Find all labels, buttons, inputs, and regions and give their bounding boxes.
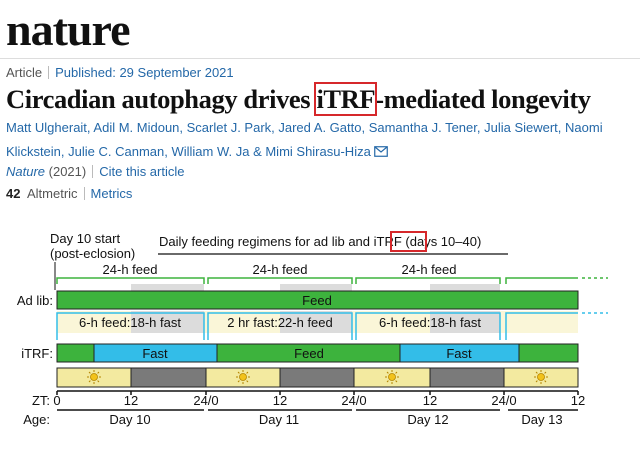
- itrf-feed-segment-3: [518, 343, 579, 363]
- fig-regimen-before: Daily feeding regimens for ad lib and: [159, 234, 374, 249]
- zt-tick-label: 12: [571, 393, 585, 408]
- altmetric-label[interactable]: Altmetric: [26, 186, 78, 201]
- published-date: Published: 29 September 2021: [55, 65, 234, 80]
- altmetric-count[interactable]: 42: [6, 186, 21, 201]
- sun-icon: [236, 370, 250, 384]
- regimen-6-18-label-1: 6-h feed:18-h fast: [79, 315, 181, 330]
- zt-axis-ticks: [56, 391, 579, 395]
- nature-logo[interactable]: nature: [6, 4, 130, 55]
- cream-band-3: [352, 311, 430, 333]
- zt-axis-label: ZT:: [32, 393, 50, 408]
- feed-24h-label-3: 24-h feed: [402, 262, 457, 277]
- metrics-link[interactable]: Metrics: [90, 186, 133, 201]
- header-divider: [0, 58, 640, 59]
- zt-tick-label: 0: [53, 393, 60, 408]
- adlib-feed-label: Feed: [302, 293, 332, 308]
- title-part-1: Circadian autophagy drives: [6, 84, 317, 114]
- fig-regimen-after: (days 10–40): [402, 234, 482, 249]
- itrf-feed-segment-1: [56, 343, 95, 363]
- cream-band-4: [500, 311, 578, 333]
- title-highlight-itrf: iTRF: [314, 82, 378, 116]
- journal-name[interactable]: Nature: [6, 164, 46, 179]
- itrf-fast-label-1: Fast: [142, 346, 168, 361]
- cream-band-1: [57, 311, 131, 333]
- itrf-row-label: iTRF:: [21, 346, 53, 361]
- adlib-row-label: Ad lib:: [17, 293, 53, 308]
- meta-separator: [48, 66, 50, 79]
- age-day-label: Day 11: [259, 412, 299, 427]
- zt-tick-label: 12: [124, 393, 138, 408]
- email-icon[interactable]: [374, 146, 389, 157]
- author-line-2[interactable]: Klickstein, Julie C. Canman, William W. …: [6, 140, 636, 164]
- journal-line: Nature (2021) Cite this article: [6, 163, 184, 181]
- zt-tick-label: 12: [423, 393, 437, 408]
- author-line-1[interactable]: Matt Ulgherait, Adil M. Midoun, Scarlet …: [6, 120, 603, 135]
- zt-tick-label: 24/0: [341, 393, 366, 408]
- age-day-label: Day 10: [109, 412, 150, 427]
- age-day-label: Day 13: [521, 412, 562, 427]
- feed-24h-brackets: [56, 277, 608, 284]
- regimen-2-22-label: 2 hr fast:22-h feed: [227, 315, 333, 330]
- dark-phase-1: [130, 367, 207, 388]
- dark-phase-2: [279, 367, 355, 388]
- zt-tick-label: 12: [273, 393, 287, 408]
- fig-itrf-highlight-box: [390, 231, 427, 252]
- fig-start-line-2: (post-eclosion): [50, 246, 135, 261]
- dark-phase-3: [429, 367, 505, 388]
- article-type: Article: [6, 65, 43, 80]
- title-part-2: -mediated longevity: [375, 84, 591, 114]
- adlib-feed-bar: [56, 290, 579, 310]
- journal-year: (2021): [45, 164, 87, 179]
- journal-separator: [92, 165, 94, 178]
- article-meta: Article Published: 29 September 2021: [6, 64, 234, 82]
- feed-24h-label-1: 24-h feed: [103, 262, 158, 277]
- cite-this-article-link[interactable]: Cite this article: [99, 164, 185, 179]
- feed-24h-label-2: 24-h feed: [253, 262, 308, 277]
- itrf-feed-label: Feed: [294, 346, 324, 361]
- stats-separator: [83, 187, 85, 200]
- fig-regimen-highlight: iTRF: [374, 234, 402, 249]
- stats-line: 42 Altmetric Metrics: [6, 185, 132, 203]
- article-title: Circadian autophagy drives iTRF-mediated…: [6, 82, 591, 116]
- sun-icon: [534, 370, 548, 384]
- author-list[interactable]: Matt Ulgherait, Adil M. Midoun, Scarlet …: [6, 116, 636, 164]
- sun-icon: [385, 370, 399, 384]
- age-day-label: Day 12: [407, 412, 448, 427]
- cream-band-2: [204, 311, 280, 333]
- author-line-2-text[interactable]: Klickstein, Julie C. Canman, William W. …: [6, 144, 371, 159]
- sun-icon: [87, 370, 101, 384]
- itrf-fast-label-2: Fast: [446, 346, 472, 361]
- zt-tick-label: 24/0: [491, 393, 516, 408]
- fig-start-line-1: Day 10 start: [50, 231, 120, 246]
- fig-regimen-caption: Daily feeding regimens for ad lib and iT…: [159, 234, 481, 249]
- age-axis-label: Age:: [23, 412, 50, 427]
- dark-phase-columns: [131, 284, 500, 333]
- regimen-6-18-label-2: 6-h feed:18-h fast: [379, 315, 481, 330]
- zt-tick-label: 24/0: [193, 393, 218, 408]
- itrf-brackets: [56, 312, 608, 340]
